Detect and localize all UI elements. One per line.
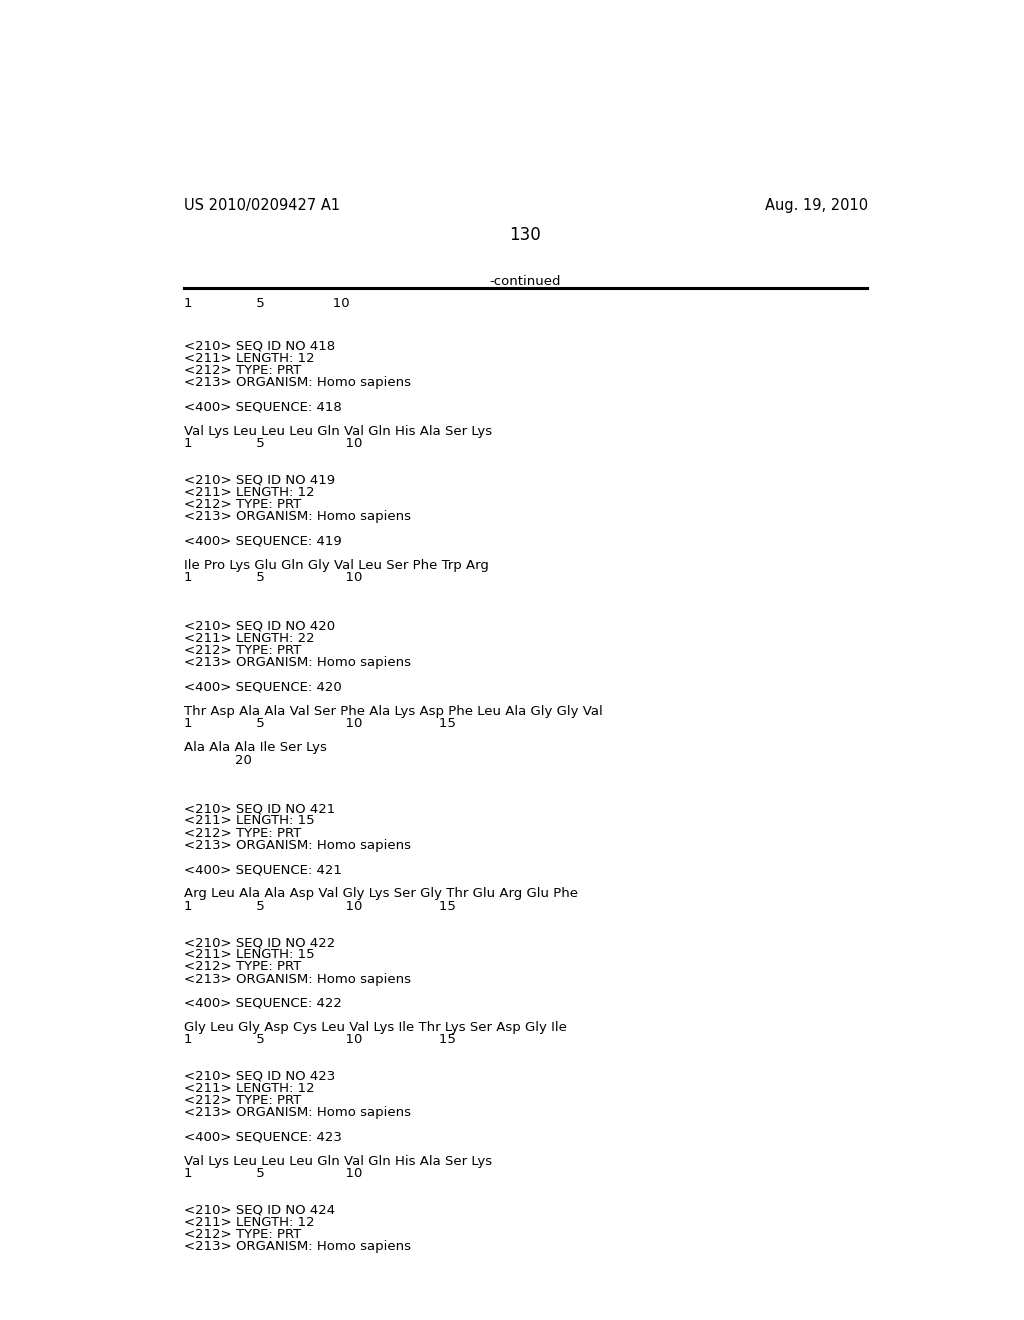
Text: <400> SEQUENCE: 420: <400> SEQUENCE: 420 bbox=[183, 681, 342, 693]
Text: <400> SEQUENCE: 418: <400> SEQUENCE: 418 bbox=[183, 401, 342, 413]
Text: Gly Leu Gly Asp Cys Leu Val Lys Ile Thr Lys Ser Asp Gly Ile: Gly Leu Gly Asp Cys Leu Val Lys Ile Thr … bbox=[183, 1022, 566, 1035]
Text: <211> LENGTH: 12: <211> LENGTH: 12 bbox=[183, 486, 314, 499]
Text: <211> LENGTH: 22: <211> LENGTH: 22 bbox=[183, 632, 314, 645]
Text: <212> TYPE: PRT: <212> TYPE: PRT bbox=[183, 498, 301, 511]
Text: 1               5                   10: 1 5 10 bbox=[183, 1167, 362, 1180]
Text: <211> LENGTH: 15: <211> LENGTH: 15 bbox=[183, 814, 314, 828]
Text: <212> TYPE: PRT: <212> TYPE: PRT bbox=[183, 1228, 301, 1241]
Text: 20: 20 bbox=[183, 754, 252, 767]
Text: <210> SEQ ID NO 419: <210> SEQ ID NO 419 bbox=[183, 474, 335, 487]
Text: <210> SEQ ID NO 422: <210> SEQ ID NO 422 bbox=[183, 936, 335, 949]
Text: <213> ORGANISM: Homo sapiens: <213> ORGANISM: Homo sapiens bbox=[183, 656, 411, 669]
Text: <210> SEQ ID NO 421: <210> SEQ ID NO 421 bbox=[183, 803, 335, 816]
Text: <213> ORGANISM: Homo sapiens: <213> ORGANISM: Homo sapiens bbox=[183, 511, 411, 523]
Text: <400> SEQUENCE: 422: <400> SEQUENCE: 422 bbox=[183, 997, 342, 1010]
Text: -continued: -continued bbox=[489, 276, 560, 289]
Text: <212> TYPE: PRT: <212> TYPE: PRT bbox=[183, 826, 301, 840]
Text: 1               5                   10                  15: 1 5 10 15 bbox=[183, 717, 456, 730]
Text: <211> LENGTH: 12: <211> LENGTH: 12 bbox=[183, 1216, 314, 1229]
Text: <400> SEQUENCE: 423: <400> SEQUENCE: 423 bbox=[183, 1131, 342, 1143]
Text: <213> ORGANISM: Homo sapiens: <213> ORGANISM: Homo sapiens bbox=[183, 973, 411, 986]
Text: <210> SEQ ID NO 423: <210> SEQ ID NO 423 bbox=[183, 1071, 335, 1082]
Text: <210> SEQ ID NO 418: <210> SEQ ID NO 418 bbox=[183, 341, 335, 352]
Text: <213> ORGANISM: Homo sapiens: <213> ORGANISM: Homo sapiens bbox=[183, 838, 411, 851]
Text: <213> ORGANISM: Homo sapiens: <213> ORGANISM: Homo sapiens bbox=[183, 376, 411, 389]
Text: 1               5                   10: 1 5 10 bbox=[183, 572, 362, 585]
Text: <212> TYPE: PRT: <212> TYPE: PRT bbox=[183, 364, 301, 378]
Text: <212> TYPE: PRT: <212> TYPE: PRT bbox=[183, 961, 301, 973]
Text: <400> SEQUENCE: 421: <400> SEQUENCE: 421 bbox=[183, 863, 342, 876]
Text: <210> SEQ ID NO 420: <210> SEQ ID NO 420 bbox=[183, 620, 335, 632]
Text: Aug. 19, 2010: Aug. 19, 2010 bbox=[765, 198, 868, 214]
Text: Val Lys Leu Leu Leu Gln Val Gln His Ala Ser Lys: Val Lys Leu Leu Leu Gln Val Gln His Ala … bbox=[183, 425, 492, 438]
Text: <212> TYPE: PRT: <212> TYPE: PRT bbox=[183, 644, 301, 657]
Text: 1               5                   10: 1 5 10 bbox=[183, 437, 362, 450]
Text: Ala Ala Ala Ile Ser Lys: Ala Ala Ala Ile Ser Lys bbox=[183, 742, 327, 755]
Text: <213> ORGANISM: Homo sapiens: <213> ORGANISM: Homo sapiens bbox=[183, 1106, 411, 1119]
Text: Arg Leu Ala Ala Asp Val Gly Lys Ser Gly Thr Glu Arg Glu Phe: Arg Leu Ala Ala Asp Val Gly Lys Ser Gly … bbox=[183, 887, 578, 900]
Text: 1               5                   10                  15: 1 5 10 15 bbox=[183, 900, 456, 912]
Text: <211> LENGTH: 15: <211> LENGTH: 15 bbox=[183, 948, 314, 961]
Text: 1               5                   10                  15: 1 5 10 15 bbox=[183, 1034, 456, 1047]
Text: 1               5                10: 1 5 10 bbox=[183, 297, 349, 310]
Text: 130: 130 bbox=[509, 226, 541, 244]
Text: <400> SEQUENCE: 419: <400> SEQUENCE: 419 bbox=[183, 535, 342, 548]
Text: Thr Asp Ala Ala Val Ser Phe Ala Lys Asp Phe Leu Ala Gly Gly Val: Thr Asp Ala Ala Val Ser Phe Ala Lys Asp … bbox=[183, 705, 602, 718]
Text: <211> LENGTH: 12: <211> LENGTH: 12 bbox=[183, 1082, 314, 1096]
Text: US 2010/0209427 A1: US 2010/0209427 A1 bbox=[183, 198, 340, 214]
Text: Val Lys Leu Leu Leu Gln Val Gln His Ala Ser Lys: Val Lys Leu Leu Leu Gln Val Gln His Ala … bbox=[183, 1155, 492, 1168]
Text: <211> LENGTH: 12: <211> LENGTH: 12 bbox=[183, 352, 314, 366]
Text: Ile Pro Lys Glu Gln Gly Val Leu Ser Phe Trp Arg: Ile Pro Lys Glu Gln Gly Val Leu Ser Phe … bbox=[183, 558, 488, 572]
Text: <212> TYPE: PRT: <212> TYPE: PRT bbox=[183, 1094, 301, 1107]
Text: <210> SEQ ID NO 424: <210> SEQ ID NO 424 bbox=[183, 1204, 335, 1217]
Text: <213> ORGANISM: Homo sapiens: <213> ORGANISM: Homo sapiens bbox=[183, 1241, 411, 1253]
